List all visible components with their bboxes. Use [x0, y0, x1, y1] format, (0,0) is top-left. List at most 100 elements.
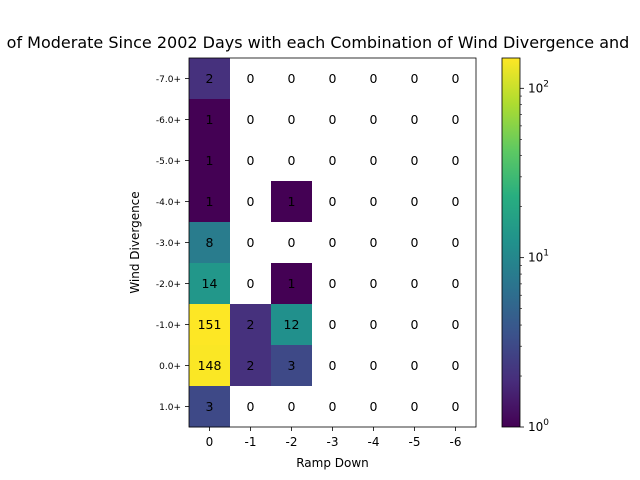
cell-value-label: 0	[329, 317, 337, 332]
cell-value-label: 0	[370, 235, 378, 250]
heatmap-cell	[435, 304, 477, 346]
heatmap-cell	[353, 58, 395, 100]
colorbar	[501, 57, 521, 428]
cell-value-label: 1	[206, 153, 214, 168]
cell-value-label: 2	[247, 317, 255, 332]
cell-value-label: 0	[452, 112, 460, 127]
cell-value-label: 3	[288, 358, 296, 373]
x-tick-label: -3	[327, 435, 339, 449]
cell-value-label: 0	[411, 317, 419, 332]
heatmap-cell	[435, 58, 477, 100]
cell-value-label: 0	[370, 71, 378, 86]
heatmap-cell	[189, 304, 231, 346]
cell-value-label: 0	[452, 317, 460, 332]
cell-value-label: 0	[247, 399, 255, 414]
heatmap-cell	[435, 263, 477, 305]
heatmap-cell	[230, 140, 272, 182]
cell-value-label: 0	[329, 358, 337, 373]
cell-value-label: 1	[206, 112, 214, 127]
heatmap-cell	[435, 140, 477, 182]
heatmap-cell	[230, 181, 272, 223]
heatmap-cell	[271, 140, 313, 182]
heatmap-cell	[435, 181, 477, 223]
cell-value-label: 12	[284, 317, 300, 332]
cell-value-label: 0	[452, 399, 460, 414]
colorbar-ticks: 100 101 102	[520, 79, 549, 434]
heatmap-cell	[189, 58, 231, 100]
heatmap-cell	[271, 386, 313, 428]
heatmap-cell	[189, 222, 231, 264]
y-tick-label: -4.0+	[156, 198, 181, 208]
cell-value-label: 2	[247, 358, 255, 373]
heatmap-cell	[271, 99, 313, 141]
heatmap-cell	[230, 304, 272, 346]
cell-value-label: 0	[411, 358, 419, 373]
cell-value-label: 0	[329, 153, 337, 168]
heatmap-cell	[435, 386, 477, 428]
cell-value-label: 151	[198, 317, 222, 332]
heatmap-cell	[230, 99, 272, 141]
heatmap-cell	[312, 99, 354, 141]
cell-value-label: 0	[370, 276, 378, 291]
heatmap-cell	[312, 304, 354, 346]
cell-value-label: 0	[411, 153, 419, 168]
cell-value-label: 0	[411, 112, 419, 127]
heatmap-cell	[394, 58, 436, 100]
cell-value-label: 148	[198, 358, 222, 373]
cell-value-label: 1	[288, 276, 296, 291]
heatmap-cell	[394, 222, 436, 264]
cell-value-label: 0	[288, 71, 296, 86]
cell-value-label: 0	[247, 153, 255, 168]
colorbar-tick-label: 101	[528, 249, 549, 265]
x-tick-label: -2	[286, 435, 298, 449]
heatmap-cell	[353, 140, 395, 182]
heatmap-cell	[353, 304, 395, 346]
x-tick-label: -4	[368, 435, 380, 449]
heatmap-cell	[189, 181, 231, 223]
heatmap-cell	[271, 222, 313, 264]
cell-value-label: 0	[329, 399, 337, 414]
cell-value-label: 0	[288, 399, 296, 414]
cell-value-label: 0	[370, 194, 378, 209]
heatmap-cell	[189, 263, 231, 305]
heatmap-cell	[230, 263, 272, 305]
heatmap-cell	[353, 263, 395, 305]
heatmap-cell	[312, 263, 354, 305]
cell-value-label: 0	[452, 276, 460, 291]
cell-value-label: 3	[206, 399, 214, 414]
y-tick-label: -7.0+	[156, 75, 181, 85]
cell-value-label: 0	[452, 153, 460, 168]
heatmap-cell	[189, 345, 231, 387]
heatmap-cell	[189, 140, 231, 182]
cell-value-label: 0	[452, 71, 460, 86]
cell-value-label: 0	[329, 71, 337, 86]
cell-value-label: 0	[370, 317, 378, 332]
cell-value-label: 0	[247, 71, 255, 86]
heatmap-cell	[230, 345, 272, 387]
heatmap-cell	[394, 263, 436, 305]
cell-value-label: 0	[411, 235, 419, 250]
cell-value-label: 0	[411, 276, 419, 291]
y-tick-label: -3.0+	[156, 239, 181, 249]
cell-value-label: 0	[329, 235, 337, 250]
y-axis-ticks: -7.0+ -6.0+ -5.0+ -4.0+ -3.0+ -2.0+ -1.0+ 0.0+ 1…	[156, 75, 189, 413]
heatmap-cell	[353, 345, 395, 387]
heatmap-cell	[394, 386, 436, 428]
cell-value-label: 0	[411, 399, 419, 414]
heatmap-cell	[353, 181, 395, 223]
heatmap-cell	[353, 99, 395, 141]
x-axis-ticks: 0 -1 -2 -3 -4 -5 -6	[206, 427, 461, 449]
heatmap-cell	[312, 58, 354, 100]
cell-value-label: 2	[206, 71, 214, 86]
heatmap-cell	[230, 222, 272, 264]
x-tick-label: -1	[245, 435, 257, 449]
heatmap-cell	[353, 222, 395, 264]
heatmap-cell	[394, 181, 436, 223]
cell-value-label: 0	[247, 276, 255, 291]
colorbar-tick-label: 100	[528, 418, 549, 434]
heatmap-cell	[230, 58, 272, 100]
y-axis-label: Wind Divergence	[128, 191, 142, 293]
heatmap-cell	[230, 386, 272, 428]
cell-value-label: 0	[288, 235, 296, 250]
